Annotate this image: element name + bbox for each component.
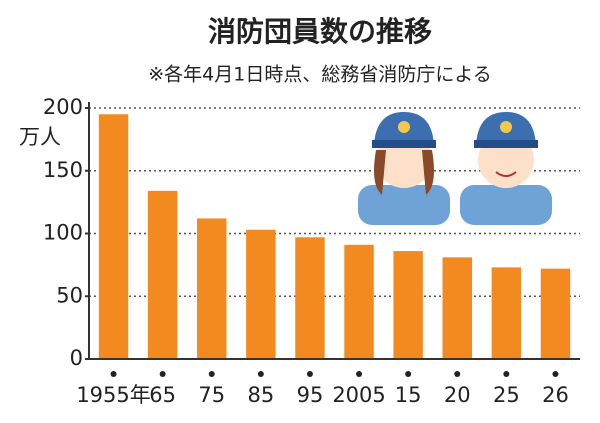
bar [197,218,227,359]
bar [344,244,374,359]
y-tick-label: 100 [43,221,83,245]
y-tick-label: 50 [56,283,83,307]
bar [147,190,178,359]
cap-brim [372,140,436,148]
bar [442,257,472,359]
x-tick-dot [503,371,510,377]
x-tick-dot [405,371,412,377]
x-tick-dot [356,371,363,377]
y-tick-label: 200 [43,95,83,119]
bar [98,114,129,360]
x-tick-label: 85 [247,383,274,407]
x-tick-dot [208,371,215,377]
x-tick-label: 1955年 [76,383,150,407]
body [358,185,450,225]
x-tick-dot [257,371,264,377]
bar [246,229,276,359]
bar [540,268,571,359]
x-tick-label: 26 [542,383,569,407]
y-tick-label: 150 [43,158,83,182]
x-tick-dot [159,371,166,377]
x-tick-label: 15 [395,383,422,407]
x-tick-label: 2005 [332,383,385,407]
x-tick-label: 75 [198,383,225,407]
chart-subtitle: ※各年4月1日時点、総務省消防庁による [148,64,492,86]
illustration [358,112,552,225]
cap-brim [474,140,538,148]
x-tick-label: 95 [297,383,324,407]
bar [393,251,423,359]
y-axis-label: 万人 [19,125,61,149]
y-tick-label: 0 [70,346,83,370]
x-tick-dot [110,371,117,377]
badge [500,121,512,133]
chart-title: 消防団員数の推移 [208,15,432,48]
x-tick-label: 20 [444,383,471,407]
x-tick-dot [552,371,559,377]
bar [491,267,522,359]
badge [398,121,410,133]
x-tick-dot [454,371,461,377]
x-tick-label: 25 [493,383,520,407]
bar [295,237,325,359]
x-tick-dot [306,371,313,377]
x-tick-label: 65 [149,383,176,407]
mouth [495,171,517,177]
hair [374,150,434,195]
body [460,185,552,225]
